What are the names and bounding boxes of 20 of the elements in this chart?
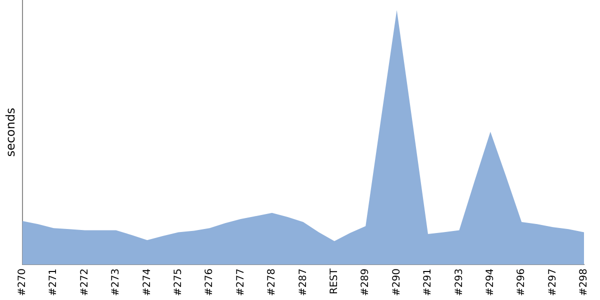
x-tick-label: #278: [266, 268, 278, 296]
x-tick-label: #271: [48, 268, 60, 296]
x-tick-label: #273: [110, 268, 122, 296]
x-tick-label: #294: [484, 268, 496, 296]
x-tick-label: #297: [547, 268, 558, 296]
x-tick-label: #289: [360, 268, 372, 296]
y-axis-title: seconds: [3, 108, 18, 157]
x-tick-label: #298: [578, 268, 590, 296]
x-tick-label: #291: [422, 268, 434, 296]
x-tick-label: #277: [235, 268, 246, 296]
x-tick-label: #272: [79, 268, 90, 296]
x-tick-label: #270: [16, 268, 28, 296]
x-tick-label: #274: [142, 268, 153, 296]
x-tick-label: #276: [204, 268, 216, 296]
x-tick-label: REST: [328, 268, 340, 294]
x-tick-label: #287: [298, 268, 309, 296]
x-tick-label: #296: [516, 268, 528, 296]
x-tick-label: #275: [172, 268, 184, 296]
x-tick-label: #290: [391, 268, 402, 296]
x-tick-label: #293: [454, 268, 465, 296]
